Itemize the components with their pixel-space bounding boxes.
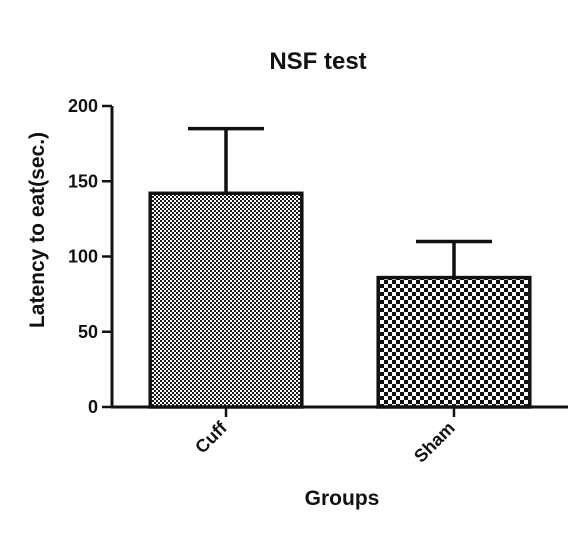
y-tick-label-0: 0 <box>88 397 98 417</box>
y-tick-label-50: 50 <box>78 322 98 342</box>
x-tick-label-cuff: Cuff <box>191 417 231 457</box>
x-axis-title: Groups <box>305 487 380 510</box>
bar-sham <box>376 275 532 409</box>
bar-cuff <box>148 191 304 409</box>
bars-layer <box>148 126 532 409</box>
chart-title: NSF test <box>269 48 366 75</box>
x-tick-label-sham: Sham <box>410 418 459 467</box>
y-tick-label-200: 200 <box>68 96 98 116</box>
y-axis-title: Latency to eat(sec.) <box>26 132 49 328</box>
y-tick-label-100: 100 <box>68 247 98 267</box>
y-tick-label-150: 150 <box>68 171 98 191</box>
